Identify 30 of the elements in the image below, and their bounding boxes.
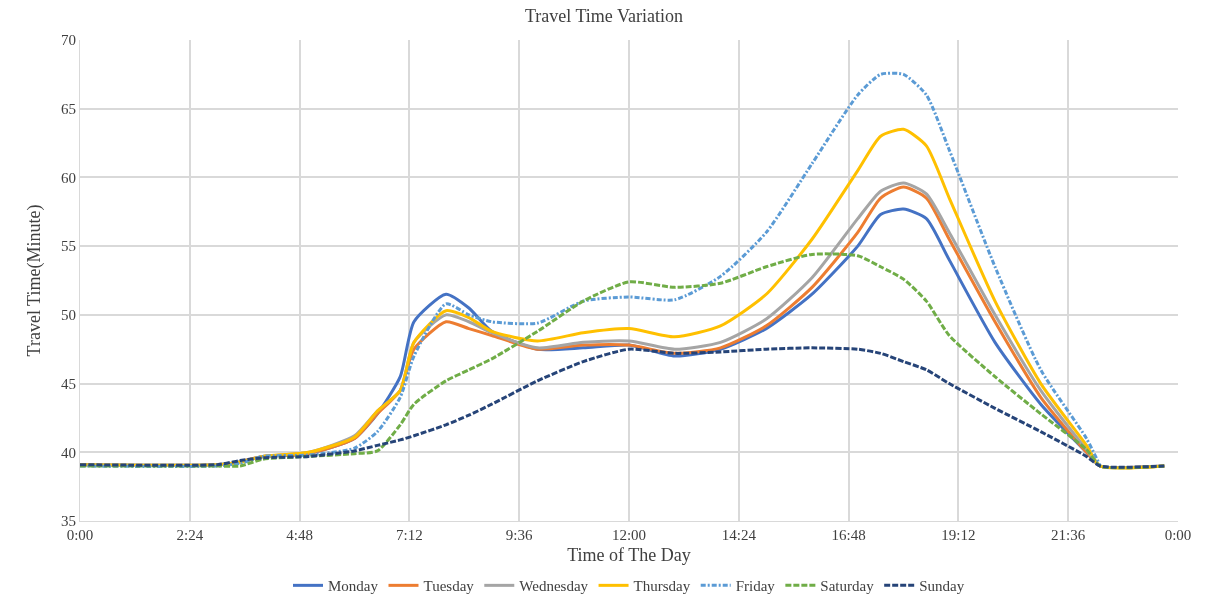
x-tick-label: 7:12 xyxy=(396,527,423,543)
x-tick-label: 0:00 xyxy=(66,527,94,543)
y-tick-label: 40 xyxy=(61,444,76,461)
chart-title: Travel Time Variation xyxy=(524,5,684,26)
legend-label: Sunday xyxy=(919,578,965,595)
legend-label: Friday xyxy=(735,578,776,595)
x-tick-label: 21:36 xyxy=(1051,527,1086,543)
legend-label: Tuesday xyxy=(423,578,475,595)
x-tick-label: 9:36 xyxy=(505,527,534,543)
y-tick-label: 55 xyxy=(61,238,76,255)
x-tick-label: 19:12 xyxy=(941,527,976,543)
legend-label: Thursday xyxy=(633,578,691,595)
x-tick-label: 4:48 xyxy=(286,527,313,543)
y-tick-label: 65 xyxy=(61,100,76,117)
y-tick-label: 70 xyxy=(61,32,76,49)
y-tick-label: 60 xyxy=(61,169,76,186)
legend-label: Monday xyxy=(328,578,379,595)
legend-label: Saturday xyxy=(820,578,875,595)
x-tick-label: 2:24 xyxy=(176,527,204,543)
y-tick-label: 45 xyxy=(61,375,76,392)
y-tick-label: 50 xyxy=(61,307,76,324)
line-series xyxy=(80,346,1166,469)
legend-label: Wednesday xyxy=(519,578,589,595)
x-axis-title: Time of The Day xyxy=(567,545,691,566)
x-tick-label: 12:00 xyxy=(611,527,647,543)
y-axis-title: Travel Time(Minute) xyxy=(24,204,46,357)
y-tick-label: 35 xyxy=(61,513,76,530)
x-tick-label: 14:24 xyxy=(721,527,757,543)
x-tick-label: 0:00 xyxy=(1164,527,1192,543)
x-tick-label: 16:48 xyxy=(831,527,866,543)
